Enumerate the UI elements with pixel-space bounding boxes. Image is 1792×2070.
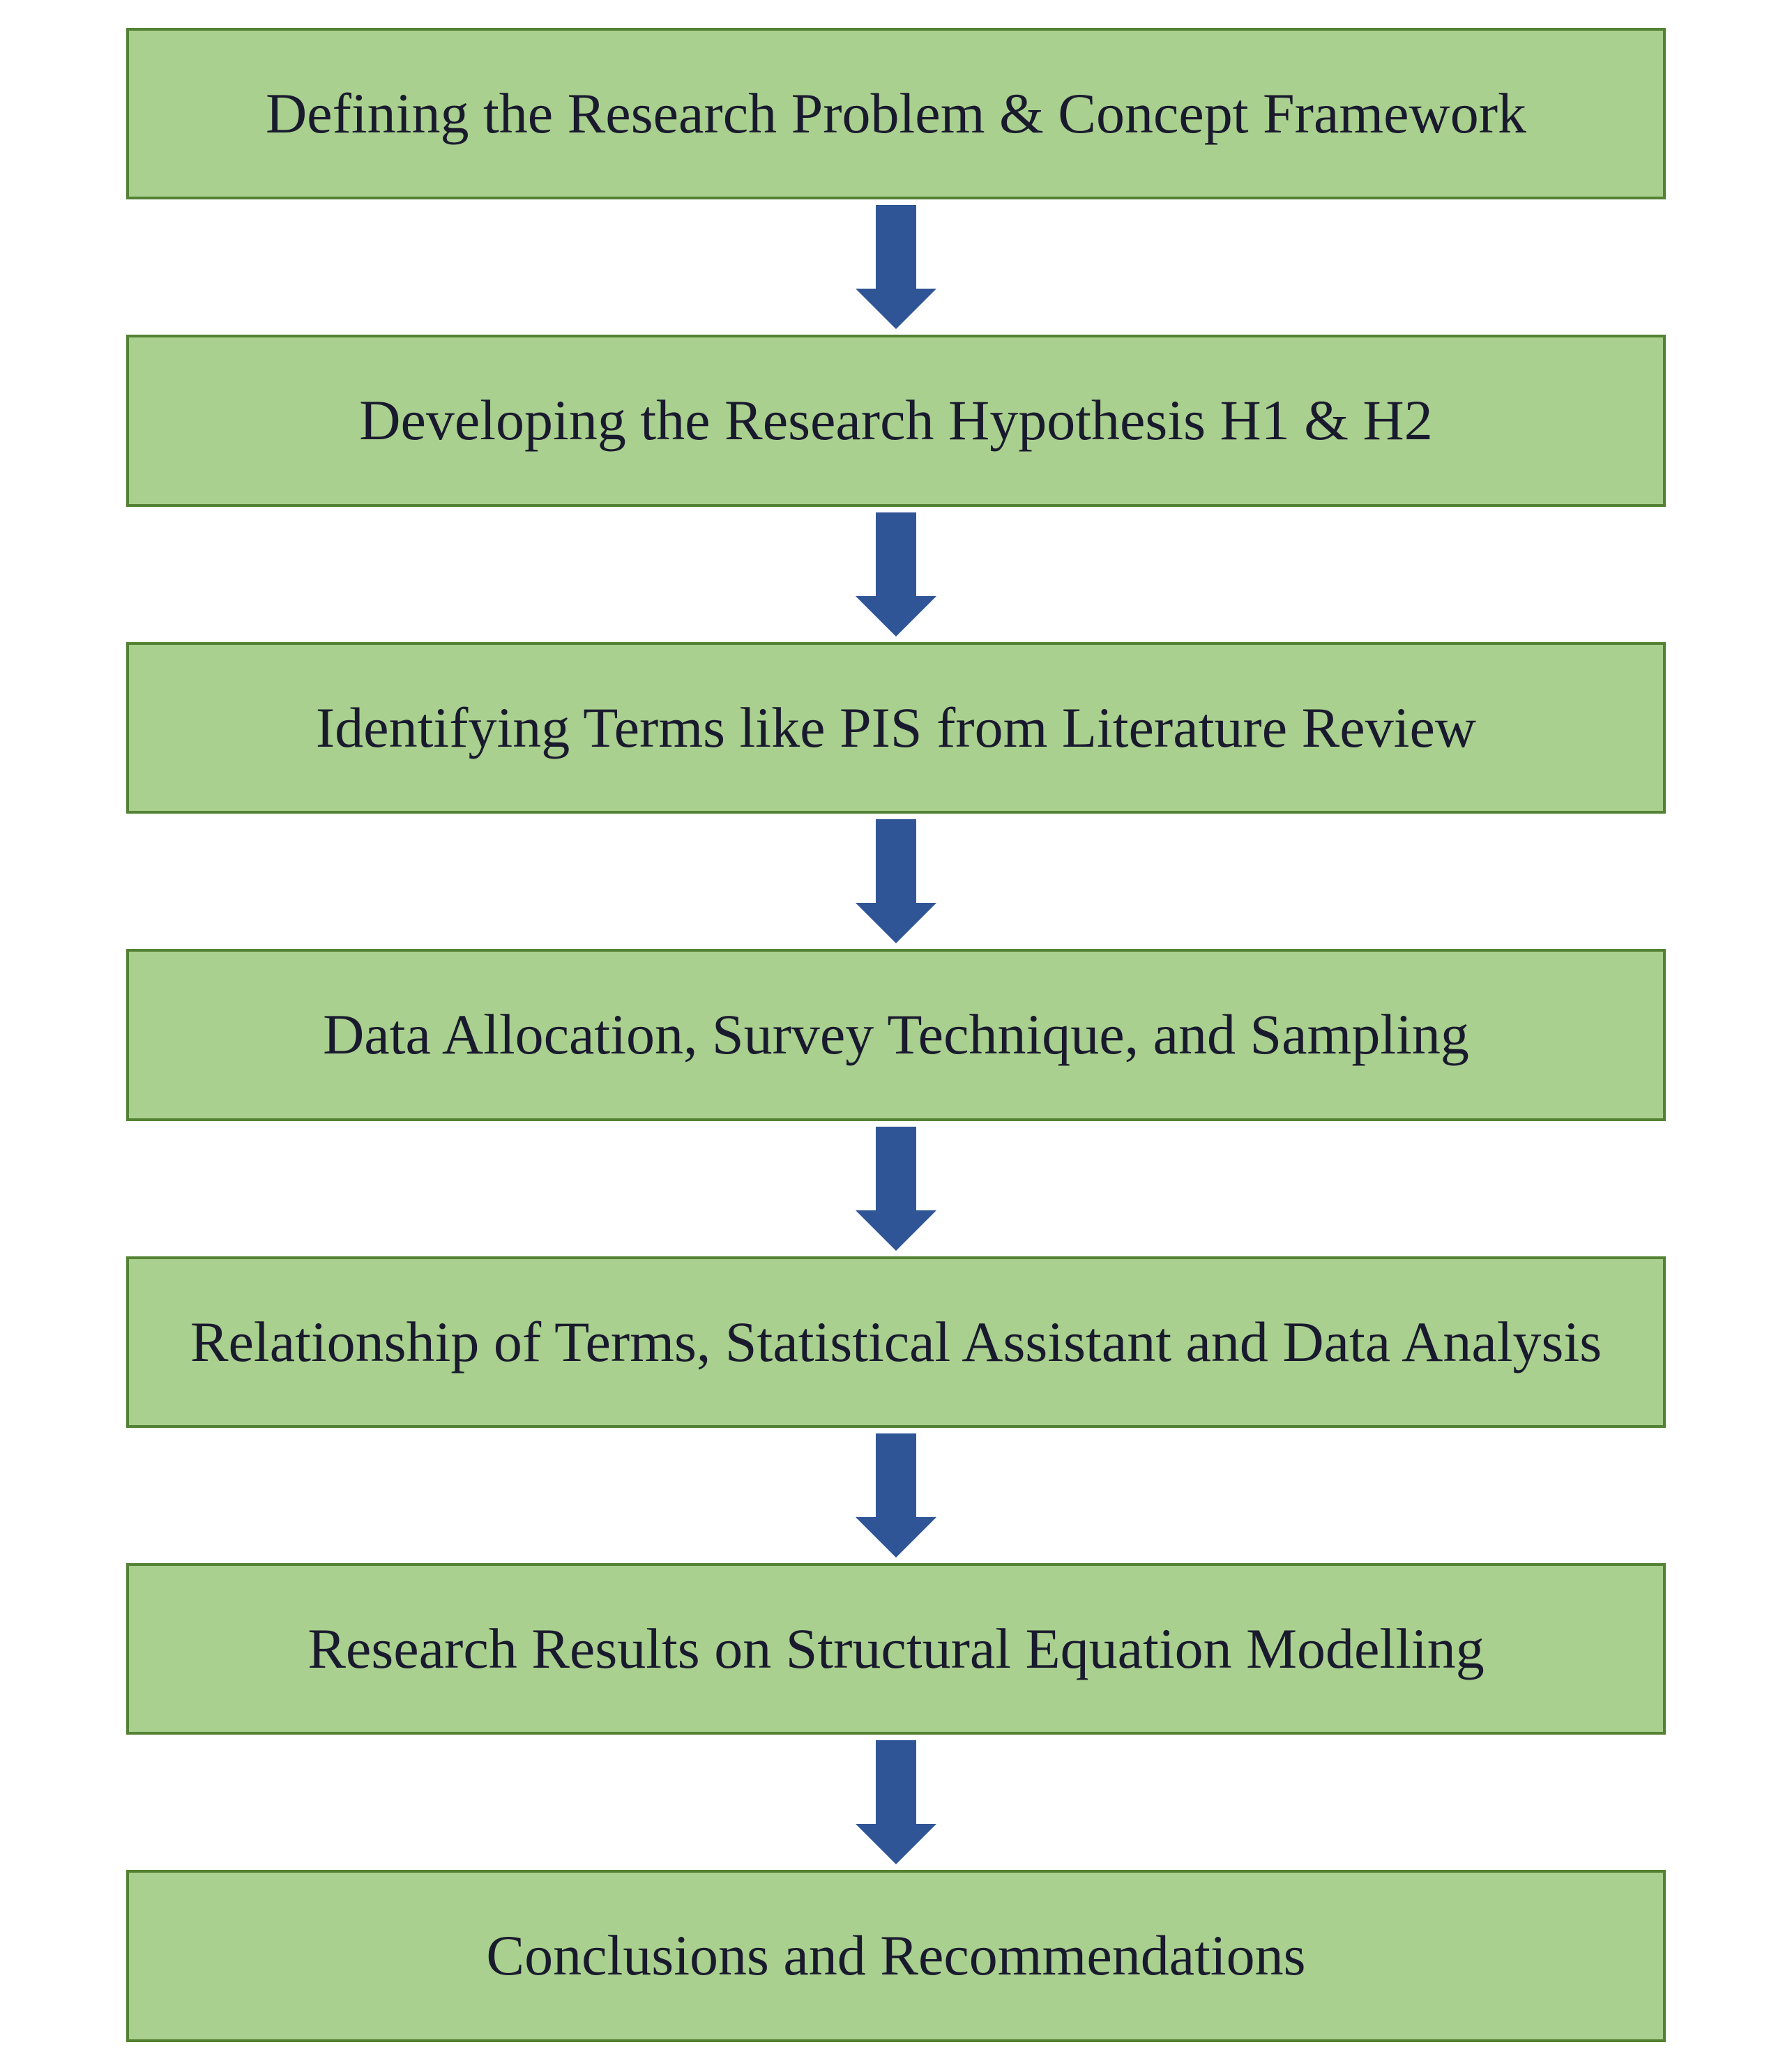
- arrow-down-icon: [856, 1127, 936, 1251]
- flow-node-label: Conclusions and Recommendations: [486, 1924, 1305, 1987]
- flow-node-step2: Developing the Research Hypothesis H1 & …: [126, 335, 1666, 506]
- arrow-down-icon: [856, 819, 936, 943]
- flow-node-label: Data Allocation, Survey Technique, and S…: [323, 1003, 1469, 1066]
- flow-node-label: Research Results on Structural Equation …: [307, 1617, 1485, 1680]
- flow-node-label: Identifying Terms like PIS from Literatu…: [316, 696, 1476, 759]
- arrow-down-icon: [856, 205, 936, 329]
- arrow-down-icon: [856, 1740, 936, 1864]
- flow-node-label: Relationship of Terms, Statistical Assis…: [190, 1310, 1602, 1373]
- flow-node-step1: Defining the Research Problem & Concept …: [126, 28, 1666, 199]
- flow-node-label: Developing the Research Hypothesis H1 & …: [359, 388, 1432, 452]
- flow-node-step7: Conclusions and Recommendations: [126, 1870, 1666, 2041]
- arrow-down-icon: [856, 1433, 936, 1558]
- arrow-down-icon: [856, 512, 936, 637]
- flow-node-label: Defining the Research Problem & Concept …: [266, 82, 1526, 145]
- flow-node-step4: Data Allocation, Survey Technique, and S…: [126, 949, 1666, 1120]
- flow-node-step3: Identifying Terms like PIS from Literatu…: [126, 642, 1666, 814]
- flow-node-step6: Research Results on Structural Equation …: [126, 1563, 1666, 1735]
- research-flowchart: Defining the Research Problem & Concept …: [59, 28, 1733, 2042]
- flow-node-step5: Relationship of Terms, Statistical Assis…: [126, 1256, 1666, 1428]
